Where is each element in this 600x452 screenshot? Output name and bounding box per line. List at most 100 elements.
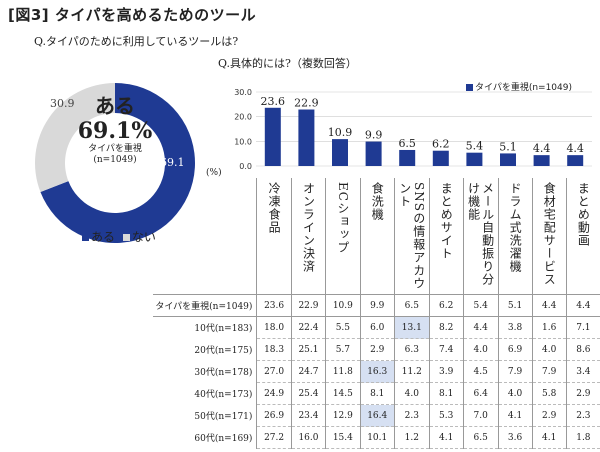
- row-header: 10代(n=183): [194, 324, 253, 335]
- column-header: SNSの情報アカウント: [393, 178, 430, 295]
- table-cell: 26.9: [256, 404, 292, 427]
- table-cell: 2.3: [393, 404, 430, 427]
- row-header: タイパを重視(n=1049): [153, 294, 257, 317]
- column-header-label: ECショップ: [335, 182, 350, 254]
- table-row: 60代(n=169) 27.2 16.0 15.4 10.1 1.2 4.1 6.5 3.6 4.…: [153, 426, 600, 449]
- row-header: 40代(n=173): [194, 390, 253, 400]
- table-cell: 1.2: [393, 426, 430, 449]
- table-cell: 27.2: [256, 426, 292, 449]
- donut-center-label: ある: [95, 94, 135, 118]
- table-cell: 6.0: [359, 316, 395, 339]
- table-cell: 8.2: [428, 316, 464, 339]
- legend-swatch: [466, 84, 473, 91]
- legend-label-series: タイパを重視(n=1049): [475, 83, 572, 93]
- column-header: 食材宅配サービス: [531, 178, 567, 295]
- table-cell: 4.0: [462, 338, 499, 361]
- bar-value-label: 6.5: [398, 137, 416, 150]
- table-cell: 12.9: [325, 404, 361, 427]
- table-cell: 7.9: [531, 360, 567, 383]
- table-header-row: 冷凍食品 オンライン決済 ECショップ 食洗機 SNSの情報アカウント まとめサイト メール…: [153, 178, 600, 295]
- donut-legend: ある ない: [82, 228, 156, 245]
- table-cell: 16.4: [359, 404, 395, 427]
- table-cell: 4.0: [531, 338, 567, 361]
- bar-value-label: 6.2: [432, 138, 450, 151]
- table-row: 20代(n=175) 18.3 25.1 5.7 2.9 6.3 7.4 4.0 6.9 4.0 8…: [153, 338, 600, 361]
- table-cell: 22.9: [290, 294, 326, 317]
- table-cell: 4.4: [462, 316, 499, 339]
- table-cell: 22.4: [290, 316, 326, 339]
- table-cell: 25.4: [290, 382, 326, 405]
- column-header-label: 食材宅配サービス: [542, 182, 557, 286]
- table-cell: 23.4: [290, 404, 326, 427]
- table-cell: 15.4: [325, 426, 361, 449]
- table-cell: 7.1: [565, 316, 600, 339]
- table-cell: 4.0: [393, 382, 430, 405]
- table-cell: 6.5: [462, 426, 499, 449]
- bar: [567, 155, 584, 166]
- table-row: 10代(n=183) 18.0 22.4 5.5 6.0 13.1 8.2 4.4 3.8 1.6…: [153, 316, 600, 339]
- donut-segment-label: 69.1: [160, 156, 185, 169]
- table-cell: 3.9: [428, 360, 464, 383]
- donut-center-n: (n=1049): [93, 155, 137, 165]
- column-header-label: オンライン決済: [301, 182, 316, 273]
- legend-swatch: [122, 234, 130, 241]
- bar: [365, 141, 382, 166]
- table-cell: 8.6: [565, 338, 600, 361]
- bar-value-label: 9.9: [365, 129, 383, 142]
- table-cell: 3.8: [497, 316, 533, 339]
- table-cell: 16.3: [359, 360, 395, 383]
- y-tick-label: 10.0: [234, 137, 252, 146]
- y-axis-unit: (%): [206, 168, 222, 178]
- bar: [466, 152, 483, 166]
- bar-value-label: 4.4: [566, 142, 584, 155]
- table-cell: 6.2: [428, 294, 464, 317]
- table-cell: 25.1: [290, 338, 326, 361]
- table-cell: 5.1: [497, 294, 533, 317]
- table-cell: 11.2: [393, 360, 430, 383]
- table-cell: 2.9: [531, 404, 567, 427]
- table-cell: 6.5: [393, 294, 430, 317]
- y-tick-label: 20.0: [234, 113, 252, 122]
- table-cell: 5.3: [428, 404, 464, 427]
- column-header-label: まとめ動画: [576, 182, 591, 247]
- table-cell: 23.6: [256, 294, 292, 317]
- legend-swatch: [82, 234, 89, 241]
- y-tick-label: 0.0: [239, 162, 252, 171]
- table-cell: 5.7: [325, 338, 361, 361]
- table-cell: 3.6: [497, 426, 533, 449]
- donut-segment-label: 30.9: [50, 97, 75, 110]
- legend-label-nai: ない: [131, 230, 156, 244]
- bar: [399, 149, 416, 166]
- table-cell: 16.0: [290, 426, 326, 449]
- table-cell: 3.4: [565, 360, 600, 383]
- bar-value-label: 5.4: [466, 140, 484, 153]
- column-header: ECショップ: [325, 178, 361, 295]
- table-cell: 14.5: [325, 382, 361, 405]
- column-header: メール自動振り分け機能: [462, 178, 499, 295]
- table-cell: 6.9: [497, 338, 533, 361]
- column-header-label: SNSの情報アカウント: [397, 182, 426, 290]
- table-cell: 4.4: [531, 294, 567, 317]
- column-header-label: 冷凍食品: [267, 182, 282, 234]
- donut-center-percent: 69.1%: [77, 118, 153, 144]
- column-header-label: ドラム式洗濯機: [508, 182, 523, 273]
- column-header: まとめ動画: [565, 178, 600, 295]
- column-header-label: 食洗機: [370, 182, 385, 221]
- data-table: 冷凍食品 オンライン決済 ECショップ 食洗機 SNSの情報アカウント まとめサイト メール…: [153, 178, 600, 449]
- bar: [264, 107, 281, 166]
- table-cell: 5.4: [462, 294, 499, 317]
- table-cell: 2.3: [565, 404, 600, 427]
- table-cell: 4.5: [462, 360, 499, 383]
- table-cell: 13.1: [393, 316, 430, 339]
- table-cell: 11.8: [325, 360, 361, 383]
- table-cell: 27.0: [256, 360, 292, 383]
- question-1-label: Q.タイパのために利用しているツールは?: [34, 35, 239, 48]
- bar: [298, 109, 315, 166]
- column-header: 冷凍食品: [256, 178, 292, 295]
- bar-value-label: 4.4: [533, 142, 551, 155]
- table-row: タイパを重視(n=1049) 23.6 22.9 10.9 9.9 6.5 6.2 5.4 5.…: [153, 294, 600, 317]
- table-cell: 4.0: [497, 382, 533, 405]
- table-cell: 4.1: [428, 426, 464, 449]
- bar: [432, 150, 449, 166]
- table-cell: 6.4: [462, 382, 499, 405]
